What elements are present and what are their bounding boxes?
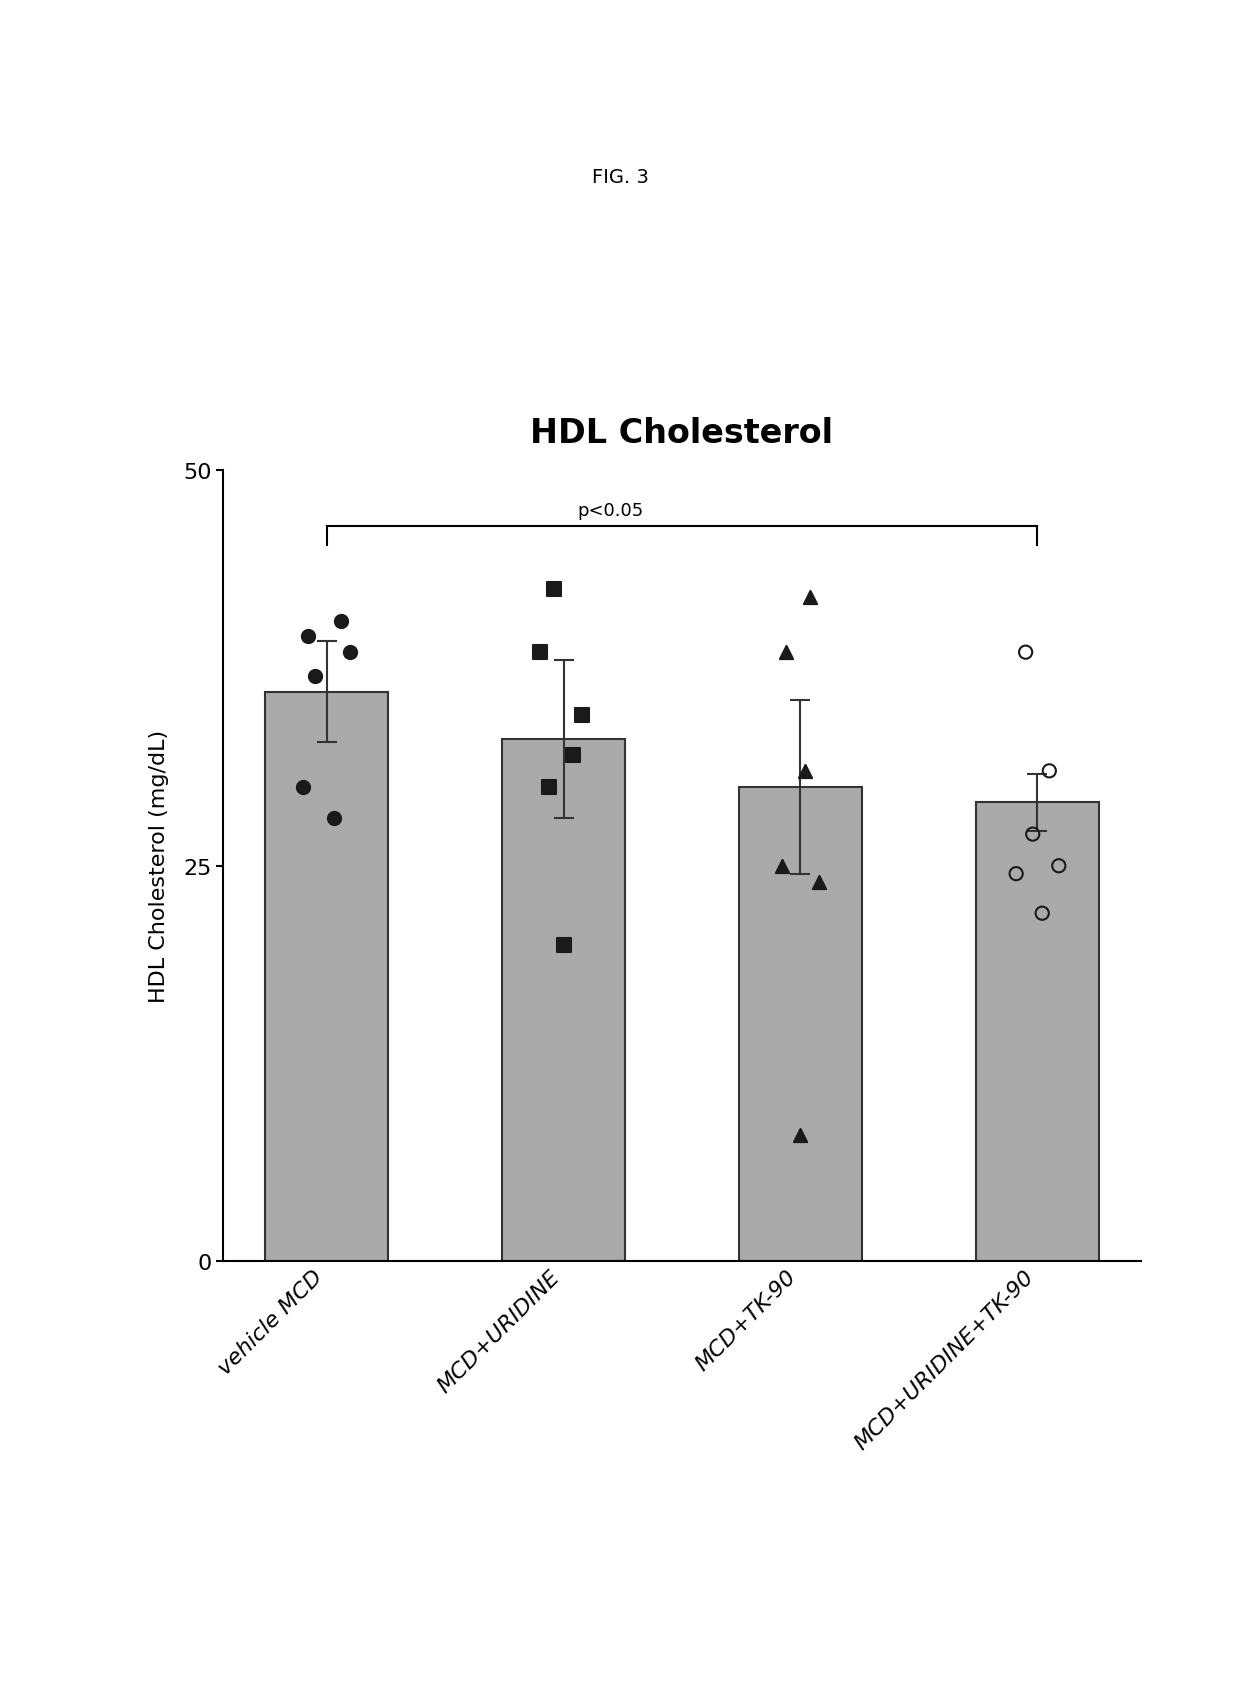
Bar [976, 802, 1099, 1262]
Point [800, 584, 820, 611]
Title: HDL Cholesterol: HDL Cholesterol [531, 417, 833, 451]
Point [810, 868, 830, 895]
Point [544, 575, 564, 604]
Point [791, 1122, 811, 1149]
Point [293, 774, 312, 801]
Point [1032, 900, 1052, 927]
Point [529, 639, 549, 666]
Point [324, 806, 343, 833]
Y-axis label: HDL Cholesterol (mg/dL): HDL Cholesterol (mg/dL) [149, 730, 169, 1002]
Point [795, 759, 815, 785]
Point [331, 607, 351, 634]
Point [298, 624, 317, 651]
Point [1039, 759, 1059, 785]
Bar [265, 693, 388, 1262]
Bar [739, 787, 862, 1262]
Text: FIG. 3: FIG. 3 [591, 168, 649, 187]
Point [573, 703, 593, 730]
Text: p<0.05: p<0.05 [578, 501, 644, 520]
Point [1006, 861, 1025, 888]
Bar [502, 740, 625, 1262]
Point [553, 932, 573, 959]
Point [539, 774, 559, 801]
Point [305, 663, 325, 690]
Point [1049, 853, 1069, 880]
Point [776, 639, 796, 666]
Point [1023, 821, 1043, 848]
Point [771, 853, 791, 880]
Point [340, 639, 360, 666]
Point [563, 742, 583, 769]
Point [1016, 639, 1035, 666]
